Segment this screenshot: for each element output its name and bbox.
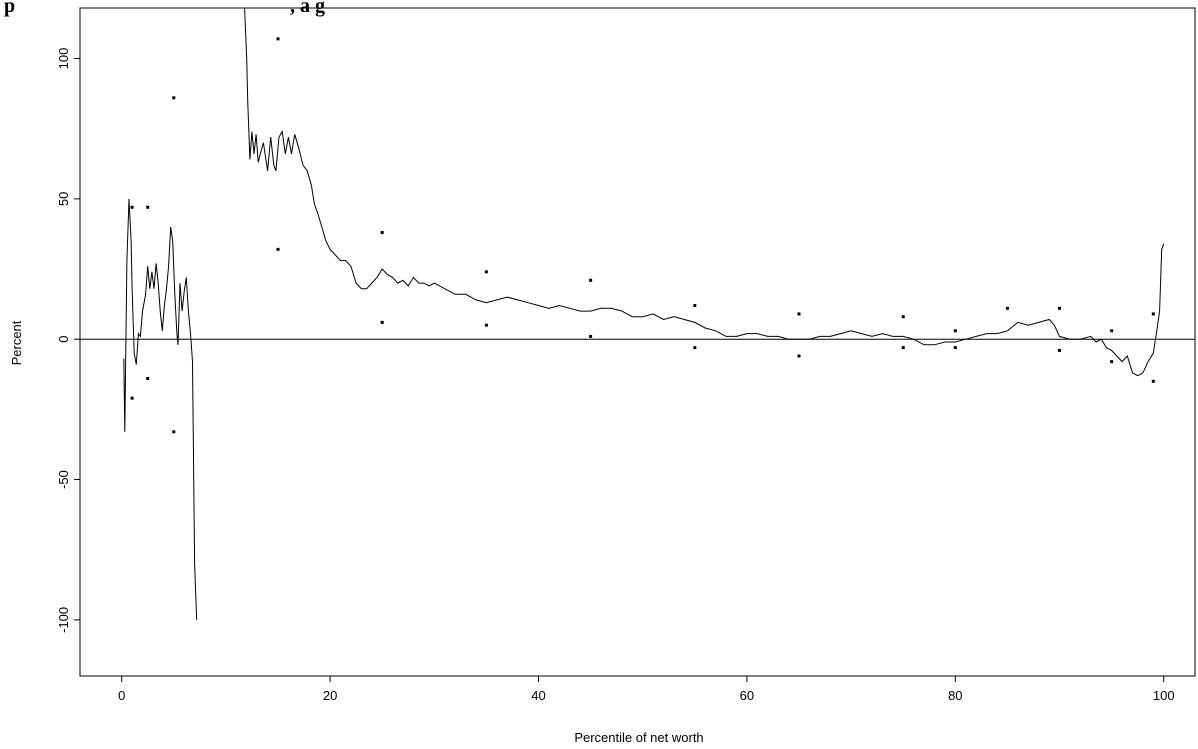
data-point: [953, 346, 957, 350]
data-point: [589, 278, 593, 282]
data-point: [1058, 306, 1062, 310]
data-point: [589, 334, 593, 338]
data-point: [1005, 306, 1009, 310]
y-axis: -100 -50 0 50 100: [56, 48, 80, 633]
y-tick-label: -100: [56, 607, 71, 633]
x-tick-label: 80: [948, 688, 962, 703]
data-point: [380, 320, 384, 324]
data-point: [484, 270, 488, 274]
data-point: [276, 247, 280, 251]
data-point: [146, 205, 150, 209]
data-point: [130, 396, 134, 400]
series-line-segment-2: [244, 8, 1165, 377]
data-point: [146, 376, 150, 380]
x-tick-label: 0: [118, 688, 125, 703]
data-point: [130, 205, 134, 209]
data-point: [953, 329, 957, 333]
x-tick-label: 100: [1153, 688, 1175, 703]
chart-title: p: [4, 0, 15, 17]
x-axis-label: Percentile of net worth: [574, 730, 703, 745]
y-tick-label: 0: [56, 336, 71, 343]
x-axis: 0 20 40 60 80 100: [118, 676, 1175, 703]
data-point: [276, 37, 280, 41]
y-tick-label: 100: [56, 48, 71, 70]
data-point: [172, 430, 176, 434]
data-point: [693, 346, 697, 350]
data-point: [901, 315, 905, 319]
data-point: [693, 304, 697, 308]
data-point: [901, 346, 905, 350]
data-point: [484, 323, 488, 327]
x-tick-label: 40: [531, 688, 545, 703]
plot-frame: [79, 7, 1196, 677]
data-point: [797, 312, 801, 316]
data-point: [797, 354, 801, 358]
series-line-segment-1: [123, 198, 198, 620]
y-axis-label: Percent: [9, 320, 24, 365]
y-tick-label: 50: [56, 192, 71, 206]
x-tick-label: 60: [740, 688, 754, 703]
x-tick-label: 20: [323, 688, 337, 703]
data-point: [1151, 379, 1155, 383]
y-tick-label: -50: [56, 470, 71, 489]
data-point: [1058, 348, 1062, 352]
data-point: [1110, 360, 1114, 364]
data-point: [172, 96, 176, 100]
data-point: [1110, 329, 1114, 333]
data-point: [1151, 312, 1155, 316]
data-point: [380, 231, 384, 235]
